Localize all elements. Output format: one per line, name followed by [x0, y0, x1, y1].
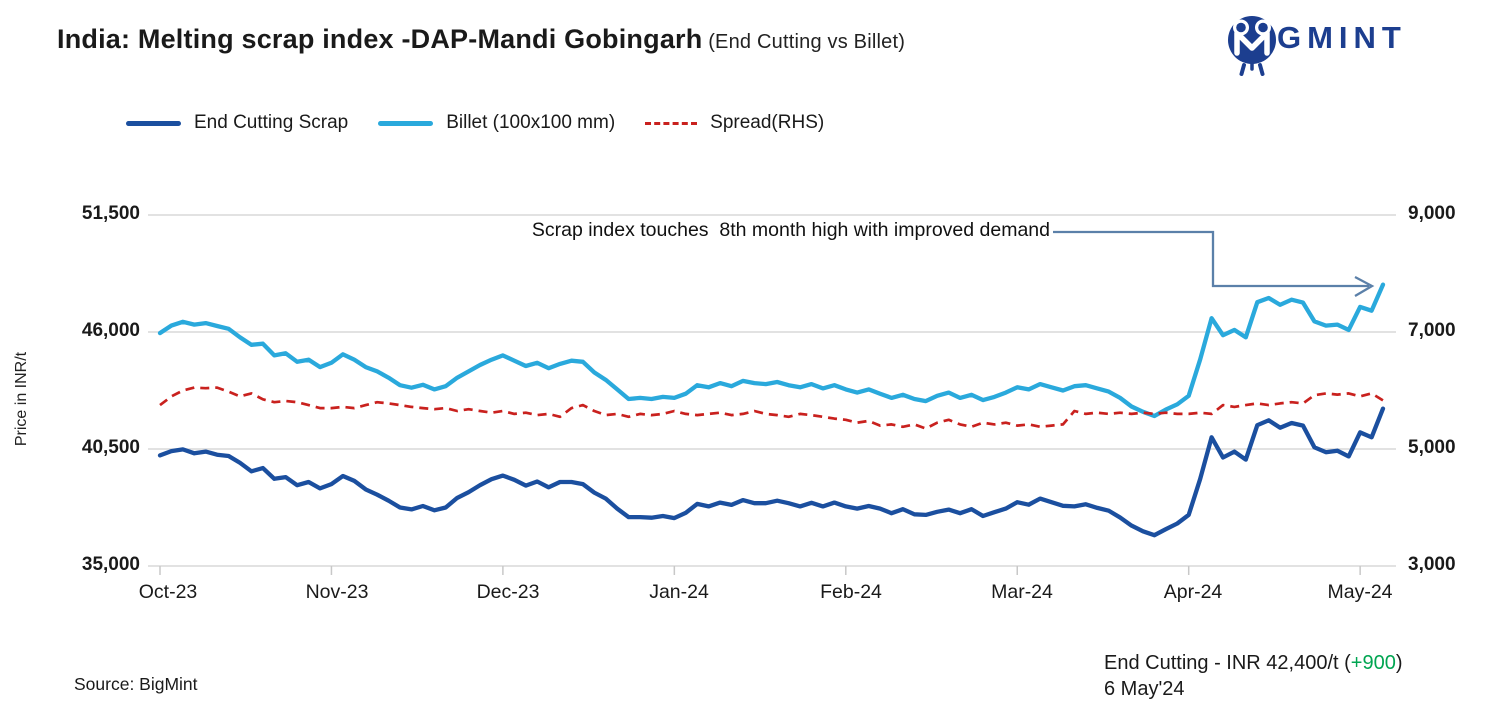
- y-right-tick-7000: 7,000: [1408, 320, 1456, 341]
- latest-price-note: End Cutting - INR 42,400/t (+900) 6 May'…: [1104, 650, 1403, 702]
- billet-line-swatch: [378, 120, 434, 126]
- y-right-tick-9000: 9,000: [1408, 203, 1456, 224]
- y-left-tick-35000: 35,000: [81, 554, 140, 575]
- latest-price-paren: ): [1395, 652, 1403, 674]
- brand-logo: BIGMINT: [1224, 14, 1407, 76]
- x-tick-apr24: Apr-24: [1163, 581, 1223, 603]
- legend-item-spread: Spread(RHS): [645, 112, 824, 134]
- y-right-tick-5000: 5,000: [1408, 437, 1456, 458]
- x-tick-feb24: Feb-24: [820, 581, 882, 603]
- latest-price-line: End Cutting - INR 42,400/t (+900): [1104, 650, 1403, 676]
- chart-legend: End Cutting Scrap Billet (100x100 mm) Sp…: [126, 112, 824, 134]
- x-tick-nov23: Nov-23: [305, 581, 369, 603]
- chart-title: India: Melting scrap index -DAP-Mandi Go…: [57, 24, 703, 54]
- y-left-tick-40500: 40,500: [81, 437, 140, 458]
- annotation-text: Scrap index touches 8th month high with …: [531, 219, 1050, 241]
- chart-subtitle: (End Cutting vs Billet): [702, 31, 906, 53]
- latest-price-text: End Cutting - INR 42,400/t (: [1104, 652, 1351, 674]
- x-tick-jan24: Jan-24: [649, 581, 709, 603]
- y-right-tick-3000: 3,000: [1408, 554, 1456, 575]
- latest-price-date: 6 May'24: [1104, 678, 1185, 700]
- x-tick-oct23: Oct-23: [138, 581, 198, 603]
- end-cutting-line-swatch: [126, 120, 181, 126]
- legend-item-billet: Billet (100x100 mm): [378, 112, 615, 134]
- legend-label-end-cutting: End Cutting Scrap: [194, 112, 349, 133]
- x-tick-mar24: Mar-24: [991, 581, 1053, 603]
- x-tick-may24: May-24: [1327, 581, 1393, 603]
- page-title: India: Melting scrap index -DAP-Mandi Go…: [57, 24, 905, 55]
- y-left-tick-51500: 51,500: [81, 203, 140, 224]
- legend-label-billet: Billet (100x100 mm): [446, 112, 616, 133]
- y-left-tick-46000: 46,000: [81, 320, 140, 341]
- legend-item-end-cutting: End Cutting Scrap: [126, 112, 348, 134]
- spread-line-swatch: [645, 121, 698, 125]
- price-change-value: +900: [1350, 652, 1396, 674]
- x-tick-dec23: Dec-23: [476, 581, 540, 603]
- source-note: Source: BigMint: [74, 674, 198, 694]
- legend-label-spread: Spread(RHS): [710, 112, 825, 133]
